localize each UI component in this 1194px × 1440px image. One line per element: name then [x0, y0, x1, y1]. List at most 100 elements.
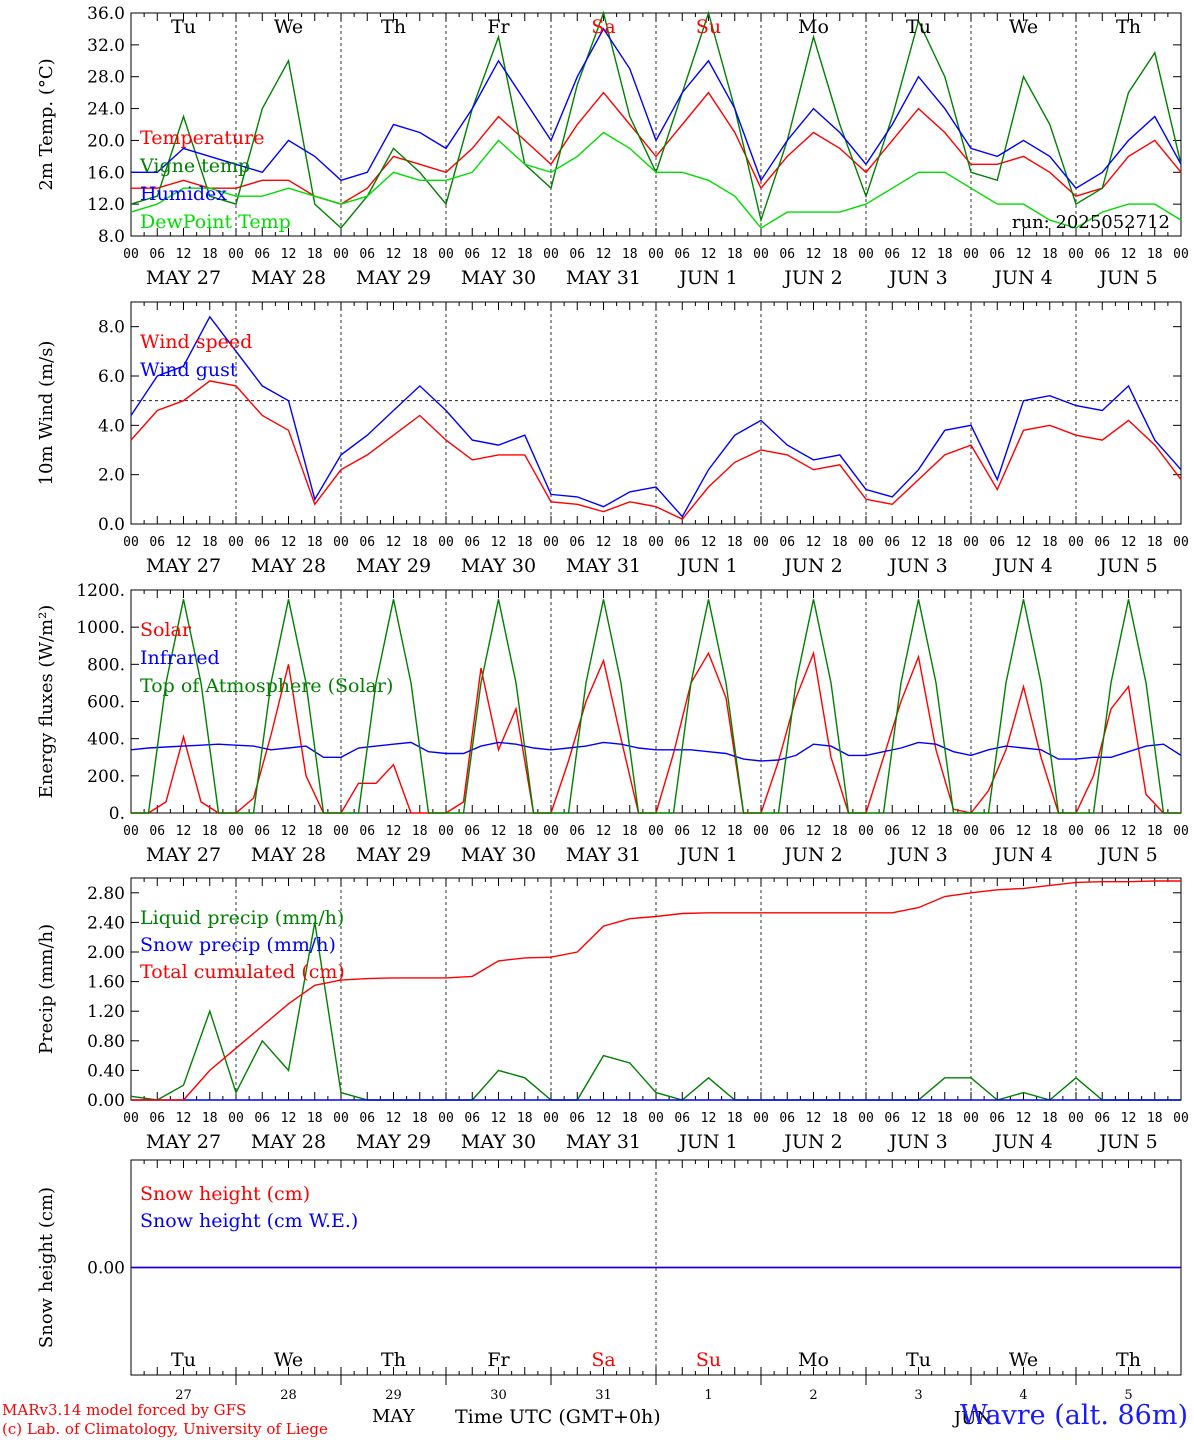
hour-tick-label: 00	[438, 247, 454, 262]
weekday-label-bottom: We	[1009, 1349, 1038, 1371]
day-number-label: 4	[1019, 1388, 1027, 1403]
hour-tick-label: 18	[937, 824, 953, 839]
hour-tick-label: 00	[1068, 824, 1084, 839]
weekday-label: Su	[696, 16, 721, 38]
date-label: MAY 29	[356, 1131, 431, 1153]
y-tick-label: 200.	[87, 767, 125, 787]
weekday-label-bottom: Mo	[798, 1349, 829, 1371]
x-axis-title: Time UTC (GMT+0h)	[455, 1406, 661, 1428]
hour-tick-label: 06	[674, 1111, 690, 1126]
hour-tick-label: 06	[569, 535, 585, 550]
date-label: MAY 30	[461, 555, 536, 577]
hour-tick-label: 00	[228, 1111, 244, 1126]
weekday-label: Sa	[591, 16, 615, 38]
hour-tick-label: 12	[806, 824, 822, 839]
hour-tick-label: 12	[176, 535, 192, 550]
legend-entry: Snow height (cm W.E.)	[140, 1210, 358, 1232]
hour-tick-label: 18	[412, 535, 428, 550]
series-line-red	[131, 880, 1181, 1101]
hour-tick-label: 00	[1068, 247, 1084, 262]
hour-tick-label: 12	[281, 1111, 297, 1126]
date-label: MAY 29	[356, 267, 431, 289]
series-line-red	[131, 91, 1182, 205]
day-number-label: 1	[704, 1388, 712, 1403]
hour-tick-label: 06	[1094, 824, 1110, 839]
hour-tick-label: 06	[1094, 535, 1110, 550]
legend-entry: Humidex	[140, 183, 227, 205]
weekday-label: Fr	[487, 16, 510, 38]
hour-tick-label: 18	[727, 824, 743, 839]
hour-tick-label: 06	[464, 247, 480, 262]
y-tick-label: 2.0	[98, 466, 125, 486]
hour-tick-label: 18	[412, 824, 428, 839]
date-label: JUN 3	[887, 267, 947, 289]
hour-tick-label: 06	[359, 1111, 375, 1126]
hour-tick-label: 12	[386, 824, 402, 839]
day-number-label: 2	[809, 1388, 817, 1403]
hour-tick-label: 12	[596, 247, 612, 262]
date-label: JUN 1	[677, 555, 737, 577]
hour-tick-label: 00	[1068, 535, 1084, 550]
hour-tick-label: 12	[1121, 824, 1137, 839]
hour-tick-label: 06	[254, 1111, 270, 1126]
hour-tick-label: 18	[832, 1111, 848, 1126]
y-tick-label: 0.	[109, 804, 125, 824]
date-label: MAY 29	[356, 844, 431, 866]
hour-tick-label: 00	[123, 535, 139, 550]
legend-entry: Liquid precip (mm/h)	[140, 907, 344, 929]
hour-tick-label: 06	[884, 824, 900, 839]
hour-tick-label: 06	[989, 247, 1005, 262]
legend-entry: Total cumulated (cm)	[140, 961, 345, 983]
hour-tick-label: 12	[701, 535, 717, 550]
legend-entry: Vigne temp	[139, 155, 250, 177]
legend-entry: Wind speed	[140, 331, 252, 353]
y-tick-label: 800.	[87, 655, 125, 675]
hour-tick-label: 06	[254, 824, 270, 839]
hour-tick-label: 00	[753, 1111, 769, 1126]
hour-tick-label: 00	[123, 1111, 139, 1126]
date-label: MAY 27	[146, 844, 221, 866]
legend-entry: Solar	[140, 619, 192, 641]
hour-tick-label: 00	[1173, 535, 1189, 550]
y-tick-label: 1.60	[87, 973, 125, 993]
y-tick-label: 12.0	[87, 195, 125, 215]
hour-tick-label: 12	[701, 1111, 717, 1126]
date-label: JUN 4	[992, 267, 1052, 289]
date-label: JUN 2	[782, 1131, 842, 1153]
day-number-label: 28	[280, 1388, 297, 1403]
hour-tick-label: 06	[989, 1111, 1005, 1126]
date-label: MAY 28	[251, 267, 326, 289]
hour-tick-label: 06	[254, 535, 270, 550]
y-tick-label: 0.00	[87, 1259, 125, 1279]
date-label: JUN 1	[677, 844, 737, 866]
credit-line-1: MARv3.14 model forced by GFS	[2, 1401, 247, 1419]
y-tick-label: 36.0	[87, 4, 125, 24]
hour-tick-label: 00	[858, 1111, 874, 1126]
hour-tick-label: 00	[438, 824, 454, 839]
date-label: JUN 2	[782, 555, 842, 577]
hour-tick-label: 12	[176, 824, 192, 839]
weekday-label: We	[1009, 16, 1038, 38]
y-axis-label: 10m Wind (m/s)	[36, 341, 57, 486]
hour-tick-label: 18	[1042, 824, 1058, 839]
hour-tick-label: 06	[674, 247, 690, 262]
weekday-label: Mo	[798, 16, 829, 38]
hour-tick-label: 06	[884, 1111, 900, 1126]
series-line-blue	[130, 315, 1182, 518]
hour-tick-label: 00	[333, 824, 349, 839]
hour-tick-label: 18	[307, 824, 323, 839]
date-label: MAY 31	[566, 267, 641, 289]
hour-tick-label: 00	[648, 1111, 664, 1126]
hour-tick-label: 18	[307, 1111, 323, 1126]
hour-tick-label: 00	[963, 247, 979, 262]
hour-tick-label: 06	[989, 535, 1005, 550]
date-label: JUN 2	[782, 844, 842, 866]
hour-tick-label: 12	[806, 1111, 822, 1126]
hour-tick-label: 12	[176, 1111, 192, 1126]
day-number-label: 27	[175, 1388, 192, 1403]
hour-tick-label: 12	[806, 535, 822, 550]
date-label: JUN 3	[887, 555, 947, 577]
weekday-label-bottom: We	[274, 1349, 303, 1371]
y-tick-label: 1.20	[87, 1002, 125, 1022]
hour-tick-label: 12	[911, 247, 927, 262]
